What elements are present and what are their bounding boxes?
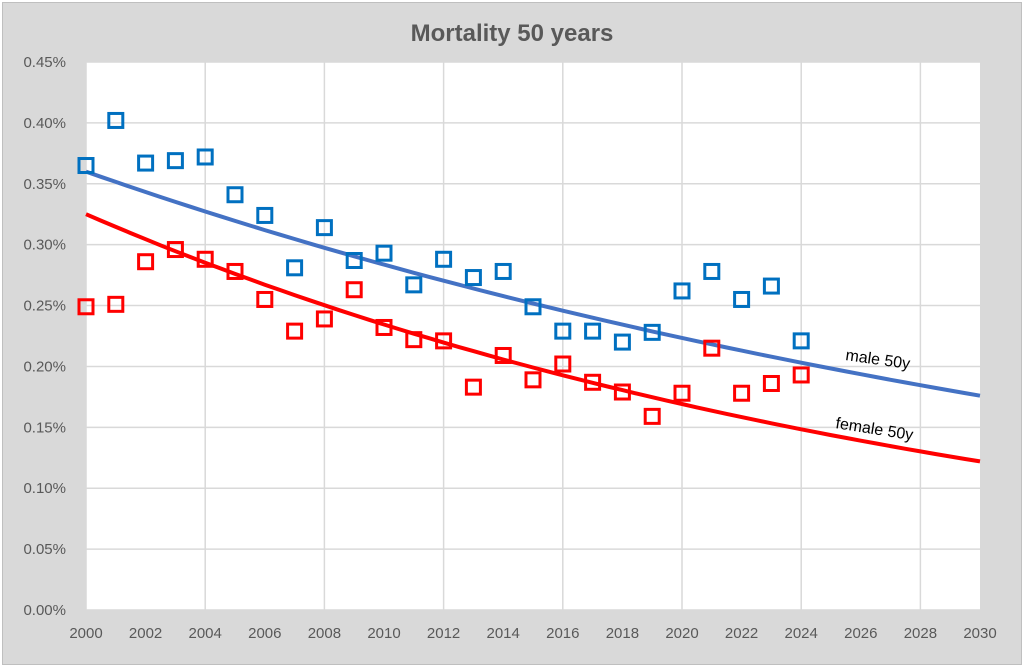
male-data-point	[405, 276, 423, 294]
y-tick-label: 0.05%	[23, 541, 66, 558]
y-tick-label: 0.00%	[23, 602, 66, 619]
female-data-point	[733, 384, 751, 402]
female-data-point	[762, 374, 780, 392]
female-data-point	[107, 295, 125, 313]
x-tick-label: 2006	[248, 625, 281, 642]
y-tick-label: 0.25%	[23, 298, 66, 315]
plot-background	[86, 62, 980, 610]
female-data-point	[613, 383, 631, 401]
x-tick-label: 2018	[606, 625, 639, 642]
female-data-point	[405, 331, 423, 349]
female-data-point	[494, 346, 512, 364]
male-data-point	[762, 277, 780, 295]
x-tick-label: 2020	[665, 625, 698, 642]
male-data-point	[464, 269, 482, 287]
male-data-point	[315, 219, 333, 237]
male-data-point	[703, 262, 721, 280]
chart-title: Mortality 50 years	[410, 20, 614, 47]
female-data-point	[524, 371, 542, 389]
male-data-point	[375, 244, 393, 262]
female-data-point	[226, 262, 244, 280]
male-data-point	[613, 333, 631, 351]
male-data-point	[256, 206, 274, 224]
male-data-point	[435, 250, 453, 268]
x-tick-label: 2008	[308, 625, 341, 642]
female-data-point	[435, 332, 453, 350]
female-data-point	[792, 366, 810, 384]
female-trendline	[85, 212, 981, 464]
male-data-point	[345, 251, 363, 269]
x-tick-label: 2024	[785, 625, 818, 642]
x-tick-label: 2004	[189, 625, 222, 642]
female-data-point	[464, 378, 482, 396]
y-tick-label: 0.30%	[23, 237, 66, 254]
female-data-point	[345, 281, 363, 299]
male-data-point	[494, 262, 512, 280]
female-data-point	[673, 384, 691, 402]
male-data-point	[166, 152, 184, 170]
male-data-point	[196, 148, 214, 166]
x-tick-label: 2030	[963, 625, 996, 642]
female-data-point	[315, 310, 333, 328]
male-data-point	[643, 323, 661, 341]
male-data-point	[673, 282, 691, 300]
female-data-point	[77, 298, 95, 316]
y-tick-label: 0.10%	[23, 480, 66, 497]
male-trendline	[85, 169, 981, 398]
x-tick-label: 2016	[546, 625, 579, 642]
male-data-point	[226, 186, 244, 204]
female-data-point	[196, 250, 214, 268]
female-data-point	[286, 322, 304, 340]
x-tick-label: 2026	[844, 625, 877, 642]
male-data-point	[524, 298, 542, 316]
female-data-point	[166, 241, 184, 259]
female-data-point	[643, 407, 661, 425]
x-tick-label: 2028	[904, 625, 937, 642]
y-tick-label: 0.45%	[23, 54, 66, 71]
x-tick-label: 2010	[367, 625, 400, 642]
y-tick-label: 0.40%	[23, 115, 66, 132]
female-data-point	[256, 290, 274, 308]
male-data-point	[792, 332, 810, 350]
male-data-point	[77, 157, 95, 175]
male-data-point	[733, 290, 751, 308]
y-tick-label: 0.15%	[23, 419, 66, 436]
female-data-point	[554, 355, 572, 373]
x-tick-label: 2002	[129, 625, 162, 642]
male-data-point	[584, 322, 602, 340]
male-data-point	[554, 322, 572, 340]
female-data-point	[703, 339, 721, 357]
male-data-point	[286, 259, 304, 277]
female-data-point	[137, 253, 155, 271]
x-tick-label: 2012	[427, 625, 460, 642]
y-tick-label: 0.20%	[23, 358, 66, 375]
x-tick-label: 2014	[487, 625, 520, 642]
female-data-point	[375, 318, 393, 336]
y-tick-label: 0.35%	[23, 176, 66, 193]
male-data-point	[137, 154, 155, 172]
x-tick-label: 2000	[69, 625, 102, 642]
x-tick-label: 2022	[725, 625, 758, 642]
female-data-point	[584, 373, 602, 391]
male-data-point	[107, 111, 125, 129]
